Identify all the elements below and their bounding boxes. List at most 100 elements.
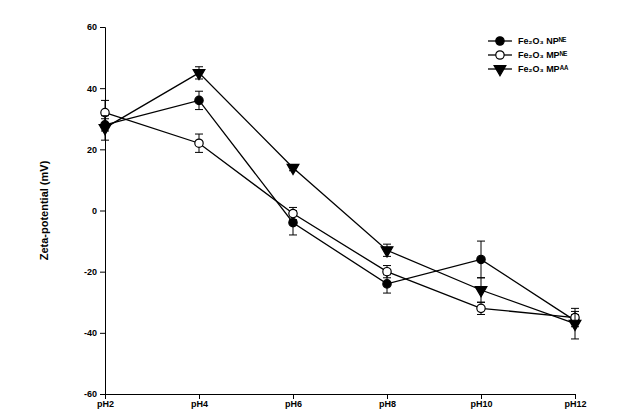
marker [289, 219, 297, 227]
y-tick-mark [100, 88, 105, 89]
error-cap [383, 265, 391, 266]
x-tick-label: pH4 [191, 399, 208, 409]
y-tick-label: 60 [87, 22, 97, 32]
error-cap [383, 277, 391, 278]
legend-label: Fe₂O₃ NPᴺᴱ [518, 36, 567, 46]
y-tick-mark [100, 149, 105, 150]
marker [287, 164, 299, 174]
error-cap [101, 140, 109, 141]
x-tick-mark [387, 394, 388, 399]
y-tick-mark [100, 394, 105, 395]
y-tick: -40 [84, 328, 105, 338]
x-tick-label: pH8 [379, 399, 396, 409]
x-tick-label: pH6 [285, 399, 302, 409]
x-tick-mark [199, 394, 200, 399]
y-tick: 20 [87, 145, 105, 155]
x-tick: pH2 [97, 394, 114, 409]
y-tick-mark [100, 27, 105, 28]
series-line [105, 113, 575, 318]
error-bar [383, 266, 391, 278]
x-tick: pH8 [379, 394, 396, 409]
legend-item: Fe₂O₃ NPᴺᴱ [488, 36, 567, 46]
x-tick-label: pH12 [564, 399, 586, 409]
error-bar [289, 207, 297, 219]
series [99, 67, 581, 339]
x-tick: pH10 [470, 394, 492, 409]
legend: Fe₂O₃ NPᴺᴱ Fe₂O₃ MPᴺᴱ Fe₂O₃ MPᴬᴬ [488, 36, 569, 76]
error-cap [477, 314, 485, 315]
marker [289, 209, 297, 217]
marker [383, 267, 391, 275]
plot: -60 -40 -20 0 20 40 60 pH2 pH4 pH6 pH8 pH10 pH12 Fe₂O… [84, 22, 587, 409]
error-cap [383, 293, 391, 294]
y-axis: -60 -40 -20 0 20 40 60 [84, 22, 106, 399]
error-cap [101, 100, 109, 101]
marker [383, 280, 391, 288]
error-cap [195, 66, 203, 67]
error-cap [477, 277, 485, 278]
error-bar [383, 275, 391, 293]
legend-marker [494, 66, 506, 76]
x-tick: pH12 [564, 394, 586, 409]
y-tick-label: 0 [92, 206, 97, 216]
marker [193, 69, 205, 79]
marker [569, 320, 581, 330]
x-tick-mark [575, 394, 576, 399]
x-tick-label: pH10 [470, 399, 492, 409]
series [101, 100, 579, 323]
error-cap [289, 234, 297, 235]
error-cap [289, 207, 297, 208]
data-area [99, 67, 581, 339]
y-tick-mark [100, 211, 105, 212]
error-bar [477, 241, 485, 278]
y-axis-line [100, 28, 106, 395]
x-tick: pH4 [191, 394, 208, 409]
legend-label: Fe₂O₃ MPᴬᴬ [518, 64, 569, 74]
y-tick-label: 20 [87, 145, 97, 155]
marker [101, 108, 109, 116]
series-line [105, 73, 575, 324]
error-cap [477, 302, 485, 303]
legend-marker [496, 51, 504, 59]
marker [477, 255, 485, 263]
series-line [105, 100, 575, 320]
error-cap [571, 338, 579, 339]
y-tick-label: -20 [84, 267, 97, 277]
marker [195, 139, 203, 147]
x-axis-line [106, 395, 576, 400]
legend-item: Fe₂O₃ MPᴺᴱ [488, 50, 568, 60]
x-tick-mark [105, 394, 106, 399]
legend-marker [496, 37, 504, 45]
x-tick: pH6 [285, 394, 302, 409]
error-cap [101, 115, 109, 116]
error-bar [195, 134, 203, 152]
x-tick-mark [293, 394, 294, 399]
x-tick-label: pH2 [97, 399, 114, 409]
y-tick: 60 [87, 22, 105, 32]
error-bar [477, 302, 485, 314]
legend-label: Fe₂O₃ MPᴺᴱ [518, 50, 568, 60]
x-tick-mark [481, 394, 482, 399]
y-tick: -20 [84, 267, 105, 277]
error-cap [195, 91, 203, 92]
error-cap [477, 241, 485, 242]
marker [475, 287, 487, 297]
marker [477, 304, 485, 312]
error-cap [195, 109, 203, 110]
x-axis: pH2 pH4 pH6 pH8 pH10 pH12 [97, 394, 587, 409]
error-cap [289, 219, 297, 220]
y-axis-title: Zeta-potential (mV) [38, 160, 50, 260]
y-tick-label: 40 [87, 84, 97, 94]
error-cap [477, 302, 485, 303]
marker [99, 125, 111, 135]
error-cap [195, 134, 203, 135]
y-tick-mark [100, 333, 105, 334]
error-cap [477, 277, 485, 278]
marker [381, 247, 393, 257]
y-tick: -60 [84, 389, 105, 399]
y-tick: 40 [87, 84, 105, 94]
legend-item: Fe₂O₃ MPᴬᴬ [488, 64, 569, 76]
error-bar [195, 91, 203, 109]
y-tick-label: -60 [84, 389, 97, 399]
y-tick-label: -40 [84, 328, 97, 338]
